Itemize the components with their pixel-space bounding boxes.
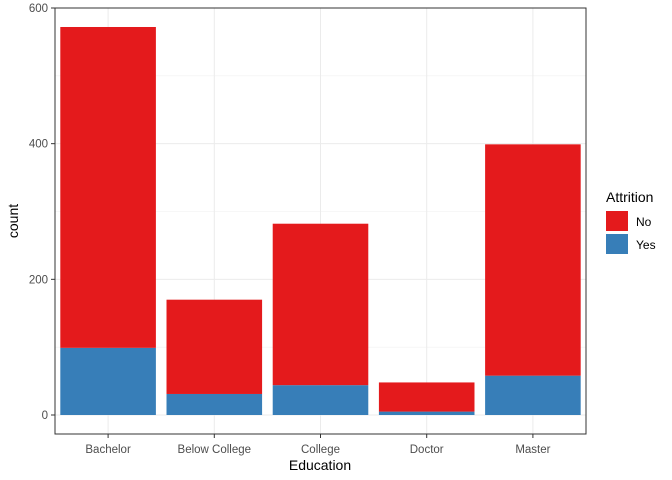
bar-doctor-yes [378, 411, 475, 415]
bar-college-no [272, 223, 369, 386]
y-axis: 0 200 400 600 [29, 3, 55, 422]
legend: Attrition No Yes [606, 189, 656, 254]
x-axis: Bachelor Below College College Doctor Master [85, 434, 551, 456]
bar-doctor-no [378, 382, 475, 412]
bars [60, 26, 581, 415]
x-tick-label: College [301, 444, 340, 456]
legend-key-yes [606, 234, 628, 254]
y-axis-title: count [5, 204, 21, 238]
bar-bachelor-no [60, 26, 156, 348]
bar-below-college-no [166, 299, 263, 394]
y-tick-label: 0 [42, 410, 48, 422]
y-tick-label: 600 [29, 3, 48, 15]
legend-label-yes: Yes [636, 238, 656, 252]
bar-below-college-yes [166, 393, 263, 415]
x-tick-label: Bachelor [85, 444, 131, 456]
bar-college-yes [272, 385, 369, 415]
y-tick-label: 200 [29, 274, 48, 286]
bar-master-yes [485, 375, 581, 415]
x-tick-label: Master [515, 444, 550, 456]
x-tick-label: Below College [178, 444, 252, 456]
bar-bachelor-yes [60, 347, 156, 415]
bar-master-no [485, 144, 581, 376]
legend-title: Attrition [606, 189, 653, 205]
legend-label-no: No [636, 215, 652, 229]
y-tick-label: 400 [29, 139, 48, 151]
x-tick-label: Doctor [410, 444, 444, 456]
x-axis-title: Education [289, 457, 351, 473]
legend-key-no [606, 211, 628, 231]
